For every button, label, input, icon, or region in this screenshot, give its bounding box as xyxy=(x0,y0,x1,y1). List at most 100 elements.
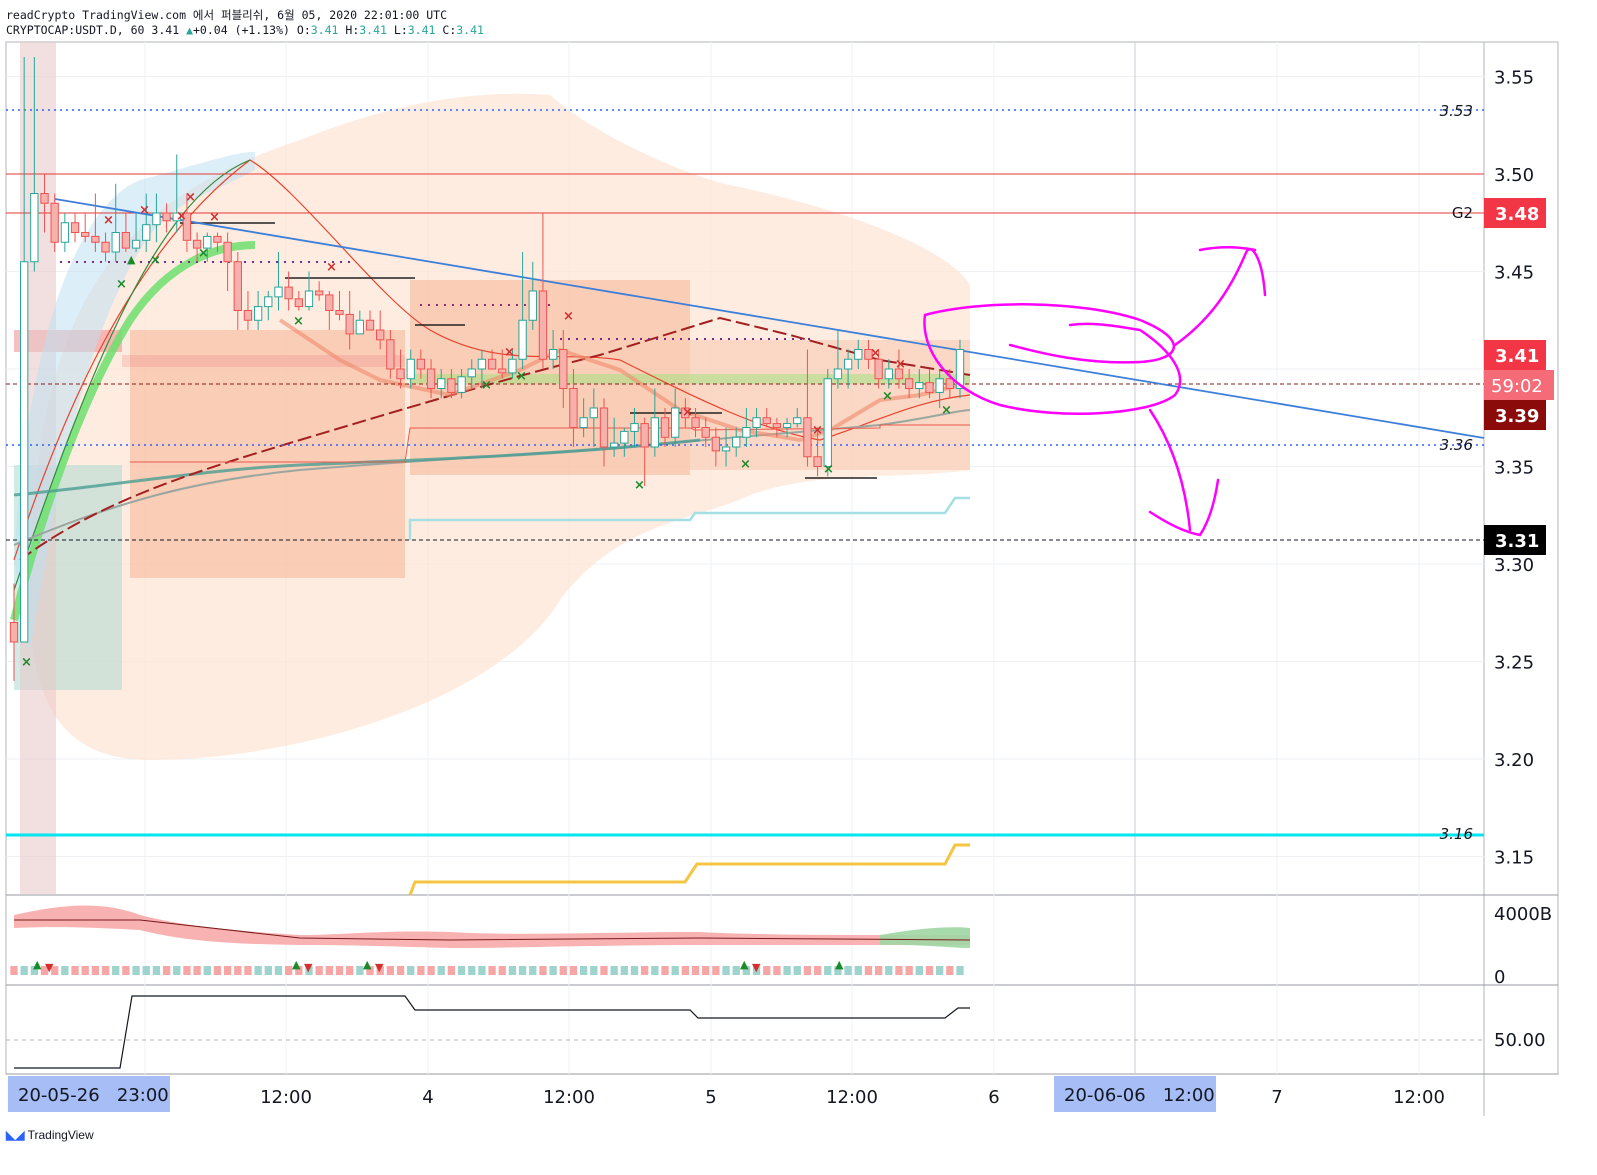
volume-bar xyxy=(162,966,171,975)
buy-x-marker: × xyxy=(198,246,209,261)
candle xyxy=(660,408,670,447)
time-tick: 7 xyxy=(1271,1087,1282,1108)
volume-bar xyxy=(569,966,578,975)
vol-down-triangle: ▼ xyxy=(375,961,384,974)
sell-x-marker: × xyxy=(209,210,220,225)
countdown-badge xyxy=(1484,370,1554,400)
volume-bar xyxy=(173,966,181,975)
volume-bar xyxy=(925,966,934,975)
candle-body xyxy=(325,294,334,311)
candle-body xyxy=(182,212,192,241)
volume-bar xyxy=(10,966,18,975)
volume-bar xyxy=(895,966,903,975)
candle-body xyxy=(498,368,507,374)
ma-red-thin xyxy=(13,159,971,561)
volume-bar xyxy=(844,966,852,975)
candle xyxy=(915,369,924,399)
indicator-lines xyxy=(10,159,971,896)
candle xyxy=(30,57,39,272)
drawn-arrow-down-head xyxy=(1148,478,1220,537)
volume-bar xyxy=(30,966,39,975)
candle xyxy=(192,232,202,262)
time-tick: 5 xyxy=(705,1087,716,1108)
candle-body xyxy=(945,378,954,389)
volume-bar xyxy=(478,966,486,975)
hand-drawing[interactable] xyxy=(923,246,1267,537)
volume-bar xyxy=(752,966,761,975)
last-price-badge xyxy=(1484,340,1546,370)
trendline[interactable] xyxy=(54,198,1485,439)
sell-x-marker: × xyxy=(176,209,187,224)
candle-body xyxy=(569,388,578,428)
candle-body xyxy=(782,423,792,429)
candle xyxy=(935,369,944,408)
candle-body xyxy=(20,261,29,643)
volume-bar xyxy=(468,966,476,975)
candle xyxy=(91,193,100,252)
symbol-label: CRYPTOCAP:USDT.D, 60 xyxy=(6,23,145,37)
candle-body xyxy=(203,235,212,249)
volume-bar xyxy=(620,966,628,975)
candle xyxy=(793,408,802,428)
candle-body xyxy=(437,378,446,389)
volume-bar xyxy=(223,966,232,975)
volume-bar xyxy=(651,966,659,975)
volume-bar xyxy=(447,966,456,975)
candle-body xyxy=(50,202,59,243)
countdown-value: 59:02 xyxy=(1491,376,1543,397)
volume-bar xyxy=(773,966,781,975)
candle xyxy=(365,310,375,331)
time-tick: 12:00 xyxy=(543,1087,595,1108)
candle-body xyxy=(70,222,80,233)
buy-x-marker: × xyxy=(21,655,32,670)
candle-body xyxy=(91,235,100,243)
volume-bar xyxy=(539,966,547,975)
volume-bar xyxy=(183,966,191,975)
footer-brand[interactable]: ◣◢ TradingView xyxy=(6,1128,94,1142)
volume-bar xyxy=(366,966,374,975)
ohlc-legend: CRYPTOCAP:USDT.D, 60 3.41 ▲+0.04 (+1.13%… xyxy=(6,23,484,37)
sell-x-marker: × xyxy=(326,260,337,275)
volume-ma-band xyxy=(14,905,970,948)
candle xyxy=(945,369,954,399)
candle-body xyxy=(681,407,690,419)
vol-up-triangle: ▲ xyxy=(835,958,844,971)
candle-body xyxy=(223,241,232,263)
candle-body xyxy=(60,222,70,243)
volume-bar xyxy=(51,966,59,975)
candle xyxy=(813,427,822,477)
candle xyxy=(884,359,893,389)
time-cursor-highlight xyxy=(1054,1076,1216,1112)
candle xyxy=(609,417,619,457)
volume-bar xyxy=(793,966,801,975)
candle xyxy=(711,427,721,467)
h-value: 3.41 xyxy=(359,23,387,37)
volume-bar xyxy=(905,966,913,975)
price-axis[interactable]: 3.553.503.453.403.353.303.253.203.15 xyxy=(1494,68,1534,869)
candle-body xyxy=(335,310,344,315)
candle xyxy=(284,271,293,311)
vol-down-triangle: ▼ xyxy=(45,961,54,974)
price-tick: 3.55 xyxy=(1494,68,1534,89)
time-tick: 4 xyxy=(422,1087,433,1108)
buy-x-marker: × xyxy=(516,369,527,384)
candle xyxy=(426,359,436,399)
candle-body xyxy=(314,290,324,296)
candle xyxy=(782,417,792,438)
candle xyxy=(732,427,741,457)
candle xyxy=(874,349,883,389)
candle-body xyxy=(732,436,741,448)
drawn-arrow-down xyxy=(1148,408,1192,532)
time-tick: 6 xyxy=(988,1087,999,1108)
candle-body xyxy=(467,368,476,378)
volume-markers: ▲ ▼ ▲ ▼ ▲ ▼ ▲ ▼ ▲ xyxy=(33,958,844,974)
candle xyxy=(203,232,212,262)
candle-body xyxy=(477,358,487,370)
candle-body xyxy=(152,212,161,226)
candle-body xyxy=(131,239,141,249)
time-axis[interactable]: 20-05-26 23:00 12:00 4 12:00 5 12:00 6 2… xyxy=(8,1076,1445,1112)
time-tick: 12:00 xyxy=(1393,1087,1445,1108)
volume-bar xyxy=(386,966,395,975)
candle xyxy=(172,154,181,233)
